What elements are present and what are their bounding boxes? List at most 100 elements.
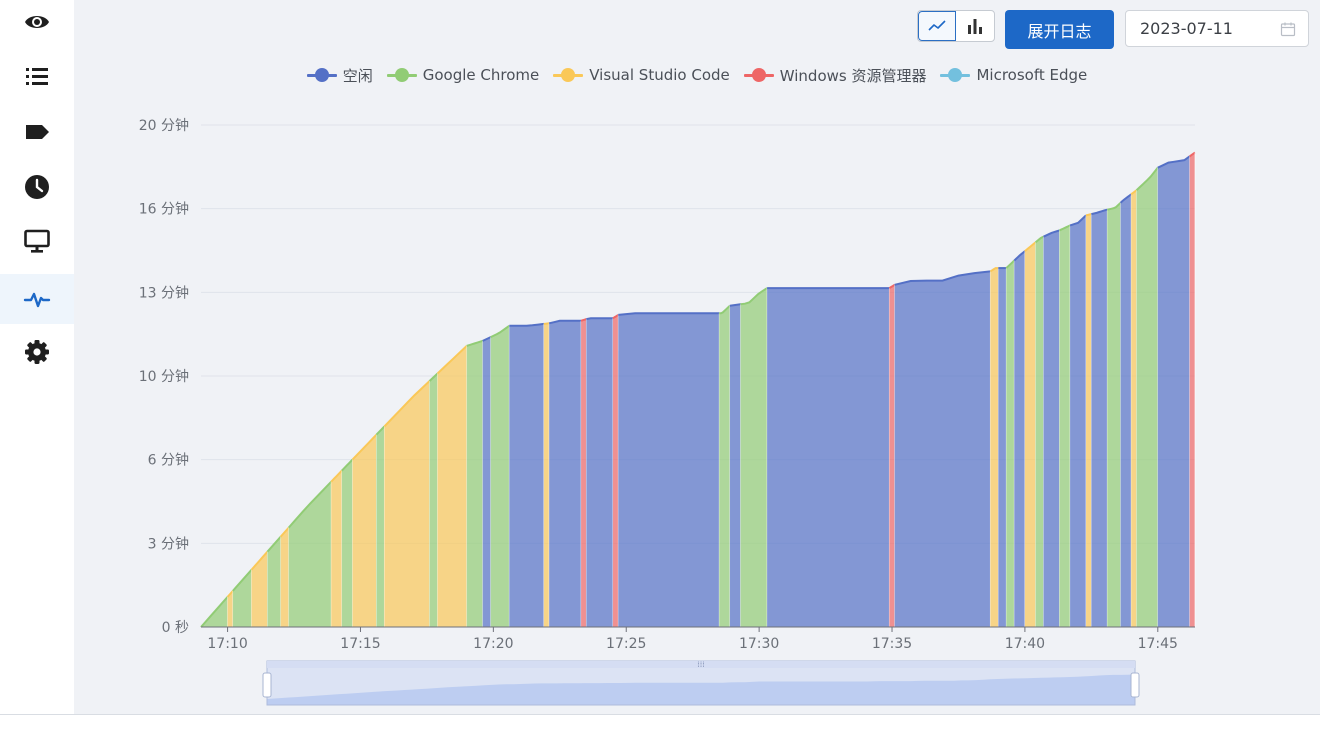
- legend-item[interactable]: Visual Studio Code: [553, 64, 730, 86]
- legend-label: Visual Studio Code: [589, 66, 730, 84]
- x-tick-label: 17:25: [606, 636, 646, 652]
- nav-item-eye[interactable]: [0, 0, 74, 47]
- area-segment: [729, 304, 741, 627]
- series-line: [894, 270, 991, 286]
- series-line: [1069, 214, 1087, 227]
- series-line: [266, 535, 282, 553]
- series-line: [543, 322, 550, 325]
- series-line: [888, 283, 896, 289]
- series-line: [719, 304, 731, 315]
- series-line: [1085, 213, 1092, 217]
- date-picker[interactable]: 2023-07-11: [1125, 10, 1309, 47]
- area-segment: [490, 325, 510, 627]
- series-line: [375, 425, 386, 436]
- y-tick-label: 10 分钟: [139, 368, 189, 385]
- nav-item-activity[interactable]: [0, 274, 74, 324]
- area-segment: [767, 288, 890, 627]
- x-tick-label: 17:20: [473, 636, 513, 652]
- nav-item-tags[interactable]: [0, 107, 74, 157]
- series-line: [1024, 241, 1037, 252]
- zoom-preview-area: [267, 674, 1135, 705]
- legend-swatch: [306, 68, 337, 82]
- expand-log-button[interactable]: 展开日志: [1005, 10, 1114, 49]
- legend-label: Microsoft Edge: [976, 66, 1088, 84]
- activity-chart: 0 秒 3 分钟 6 分钟 10 分钟 13 分钟 16 分钟 20 分钟 17:10 17:1…: [139, 117, 1196, 706]
- legend-item[interactable]: Windows 资源管理器: [743, 64, 927, 86]
- zoom-grip-icon: ⁞⁞⁞: [697, 660, 705, 669]
- x-tick-label: 17:35: [872, 636, 912, 652]
- area-segment: [894, 271, 991, 627]
- series-line: [482, 336, 492, 342]
- area-segment: [1014, 251, 1025, 627]
- list-icon: [26, 68, 48, 85]
- line-chart-button[interactable]: [918, 11, 956, 41]
- series-line: [1189, 151, 1196, 158]
- nav-item-history[interactable]: [0, 162, 74, 212]
- series-line: [351, 434, 378, 461]
- series-line: [1107, 202, 1122, 211]
- y-tick-label: 20 分钟: [139, 117, 189, 134]
- legend-label: Windows 资源管理器: [779, 66, 927, 85]
- area-segment: [998, 268, 1007, 627]
- area-segment: [1070, 215, 1087, 628]
- y-tick-label: 6 分钟: [148, 452, 189, 469]
- y-tick-label: 3 分钟: [148, 535, 189, 552]
- x-tick-label: 17:40: [1005, 636, 1045, 652]
- bar-chart-button[interactable]: [956, 11, 994, 41]
- area-segment: [1189, 152, 1195, 628]
- nav-item-settings[interactable]: [0, 327, 74, 377]
- series-line: [740, 287, 768, 306]
- legend-swatch: [940, 68, 971, 82]
- series-line: [548, 319, 582, 325]
- main-panel: 展开日志 2023-07-11 空闲 Google Chrome Visual St…: [74, 0, 1320, 714]
- series-line: [1005, 259, 1015, 269]
- bottom-strip: [0, 714, 1320, 745]
- series-line: [1157, 155, 1191, 169]
- zoom-handle-left[interactable]: [262, 672, 272, 698]
- series-line: [1119, 193, 1132, 204]
- area-segment: [251, 551, 268, 627]
- legend-item[interactable]: Microsoft Edge: [940, 64, 1087, 86]
- area-segment: [1136, 167, 1158, 628]
- area-segment: [1157, 156, 1190, 627]
- series-line: [1013, 250, 1026, 262]
- zoom-handle-right[interactable]: [1130, 672, 1140, 698]
- area-segment: [466, 340, 483, 627]
- bar-chart-icon: [968, 19, 982, 34]
- nav-item-list[interactable]: [0, 52, 74, 102]
- series-line: [436, 345, 468, 375]
- x-tick-label: 17:30: [739, 636, 779, 652]
- series-line: [330, 469, 343, 483]
- series-line: [341, 458, 354, 472]
- legend-item[interactable]: Google Chrome: [386, 64, 540, 86]
- y-tick-label: 16 分钟: [139, 201, 189, 218]
- tag-icon: [26, 125, 49, 139]
- calendar-icon: [1280, 22, 1296, 36]
- series-line: [490, 324, 510, 339]
- nav-item-monitor[interactable]: [0, 216, 74, 266]
- area-segment: [1091, 209, 1108, 627]
- area-segment: [1035, 236, 1044, 627]
- eye-icon: [25, 16, 49, 28]
- monitor-icon: [24, 229, 50, 253]
- series-line: [618, 312, 720, 316]
- area-segment: [618, 313, 720, 627]
- area-segment: [1024, 242, 1036, 627]
- sidebar: [0, 0, 74, 714]
- area-segment: [549, 320, 582, 627]
- area-segment: [1006, 260, 1015, 627]
- clock-icon: [25, 175, 49, 199]
- area-segment: [376, 426, 385, 627]
- area-segment: [889, 284, 895, 627]
- area-segment: [288, 481, 332, 627]
- legend-label: Google Chrome: [422, 66, 540, 84]
- area-segment: [1043, 230, 1060, 628]
- y-tick-label: 0 秒: [162, 620, 189, 636]
- series-line: [232, 569, 253, 592]
- legend-swatch: [743, 68, 774, 82]
- area-segment: [719, 305, 730, 627]
- legend-swatch: [553, 68, 584, 82]
- area-segment: [581, 319, 587, 627]
- legend-item[interactable]: 空闲: [306, 64, 373, 86]
- series-line: [287, 480, 332, 529]
